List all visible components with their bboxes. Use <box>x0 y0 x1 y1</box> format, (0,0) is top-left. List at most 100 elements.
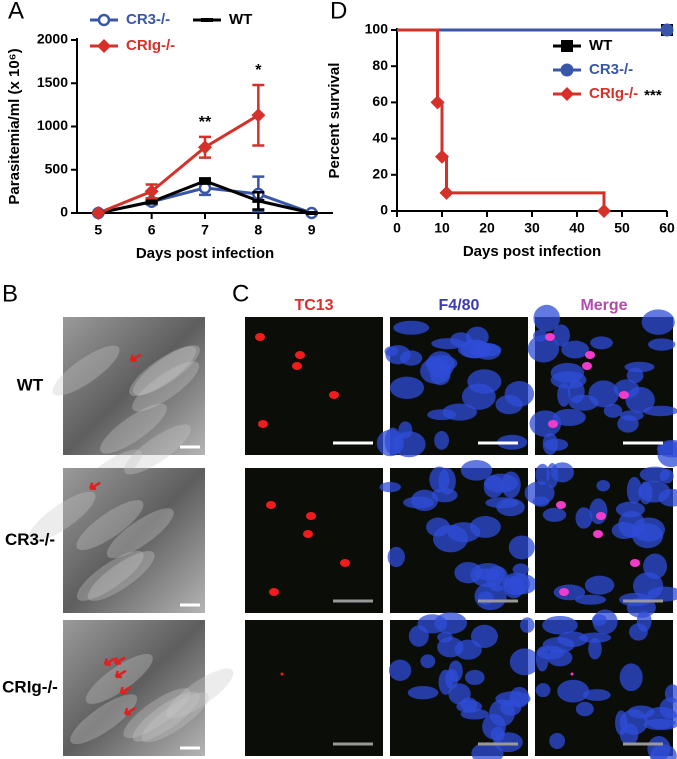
cell-shape <box>133 345 200 396</box>
tc13-signal <box>559 588 569 596</box>
x-tick-label: 7 <box>201 222 209 238</box>
arrow <box>129 353 142 362</box>
f480-cell <box>561 340 590 359</box>
annotation: ** <box>199 114 212 131</box>
marker <box>97 13 111 27</box>
f480-cell <box>588 380 619 408</box>
marker <box>199 178 211 183</box>
arrow <box>114 669 127 679</box>
f480-cell <box>509 648 540 676</box>
f480-cell <box>584 575 615 595</box>
f480-cell <box>434 431 450 450</box>
cell-shape <box>123 688 191 739</box>
f480-cell <box>468 342 502 357</box>
survival-line <box>397 28 606 211</box>
cell-shape <box>100 403 168 454</box>
f480-cell <box>542 507 567 522</box>
f480-cell <box>632 523 664 549</box>
f480-cell <box>429 466 450 493</box>
fluorescence-image <box>245 468 383 613</box>
f480-cell <box>553 584 586 601</box>
f480-cell <box>553 324 570 347</box>
y-tick-label: 500 <box>45 160 69 176</box>
f480-cell <box>574 594 607 605</box>
marker <box>560 87 574 101</box>
f480-cell <box>490 726 505 743</box>
tc13-signal <box>619 391 629 399</box>
marker <box>660 23 674 37</box>
f480-cell <box>454 639 482 660</box>
f480-cell <box>512 563 529 576</box>
x-tick-label: 6 <box>148 222 156 238</box>
tc13-signal <box>295 351 305 359</box>
x-tick-label: 50 <box>614 220 630 236</box>
f480-cell <box>639 466 671 483</box>
f480-cell <box>582 689 611 701</box>
cell-shape <box>166 668 234 719</box>
tc13-signal <box>570 672 574 676</box>
cell-shape <box>76 550 144 601</box>
f480-cell <box>657 441 677 468</box>
f480-cell <box>603 403 623 418</box>
marker <box>305 211 318 215</box>
tc13-signal <box>582 362 592 370</box>
marker <box>252 198 265 203</box>
f480-cell <box>628 623 648 641</box>
y-tick-label: 80 <box>372 57 388 73</box>
tc13-signal <box>306 512 316 520</box>
f480-cell <box>615 501 645 518</box>
fluorescence-image <box>245 317 383 455</box>
f480-cell <box>647 338 676 351</box>
f480-cell <box>471 742 504 759</box>
f480-cell <box>420 654 436 669</box>
row-label: CRIg-/- <box>2 677 58 696</box>
f480-cell <box>542 637 575 654</box>
legend-label: WT <box>229 11 252 28</box>
y-tick-label: 1500 <box>37 74 68 90</box>
marker <box>91 206 106 220</box>
f480-cell <box>532 496 550 507</box>
y-axis-label: Parasitemia/ml (x 10⁶) <box>6 48 23 204</box>
bright-field-image <box>63 468 205 613</box>
f480-cell <box>575 701 594 717</box>
f480-cell <box>641 309 675 335</box>
arrow <box>89 481 101 490</box>
cell-shape <box>70 694 138 745</box>
tc13-signal <box>548 420 558 428</box>
f480-cell <box>557 382 571 407</box>
tc13-signal <box>556 501 566 509</box>
marker <box>144 184 159 199</box>
f480-cell <box>384 427 402 455</box>
annotation: * <box>255 62 262 79</box>
arrow <box>103 657 116 666</box>
fluorescence-image <box>245 620 383 756</box>
f480-cell <box>411 489 439 512</box>
marker <box>198 140 212 155</box>
f480-cell <box>591 614 607 626</box>
f480-cell <box>579 632 612 643</box>
marker <box>251 108 266 123</box>
marker <box>597 204 611 218</box>
f480-cell <box>495 395 523 415</box>
x-tick-label: 10 <box>434 220 450 236</box>
panel-letter: A <box>8 0 24 24</box>
arrow <box>113 656 126 665</box>
marker <box>145 199 158 204</box>
f480-cell <box>542 615 578 635</box>
f480-cell <box>389 376 425 399</box>
f480-cell <box>549 732 566 750</box>
f480-cell <box>431 488 458 503</box>
x-tick-label: 8 <box>254 222 262 238</box>
f480-cell <box>557 679 590 703</box>
f480-cell <box>619 663 643 692</box>
x-tick-label: 5 <box>94 222 102 238</box>
x-tick-label: 9 <box>308 222 316 238</box>
y-tick-label: 0 <box>380 202 388 218</box>
f480-cell <box>649 744 677 759</box>
f480-cell <box>503 576 525 599</box>
f480-cell <box>489 699 516 727</box>
f480-cell <box>643 405 677 417</box>
x-axis-label: Days post infection <box>136 245 274 262</box>
f480-cell <box>596 479 611 492</box>
